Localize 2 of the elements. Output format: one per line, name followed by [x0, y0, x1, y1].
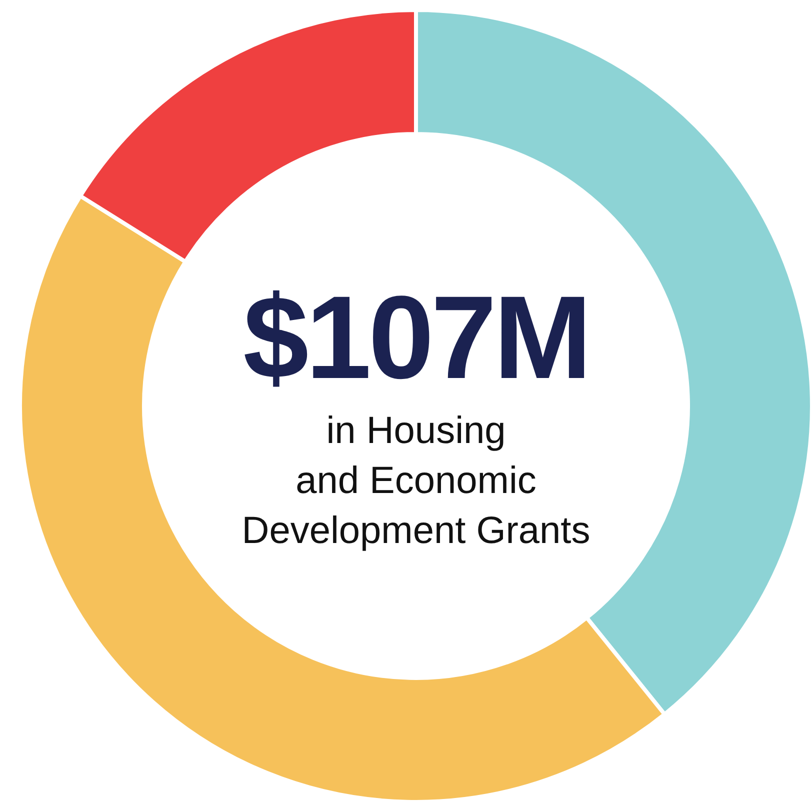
text: $107M: [243, 272, 589, 404]
text: in Housing and Economic Development Grants: [242, 410, 590, 552]
